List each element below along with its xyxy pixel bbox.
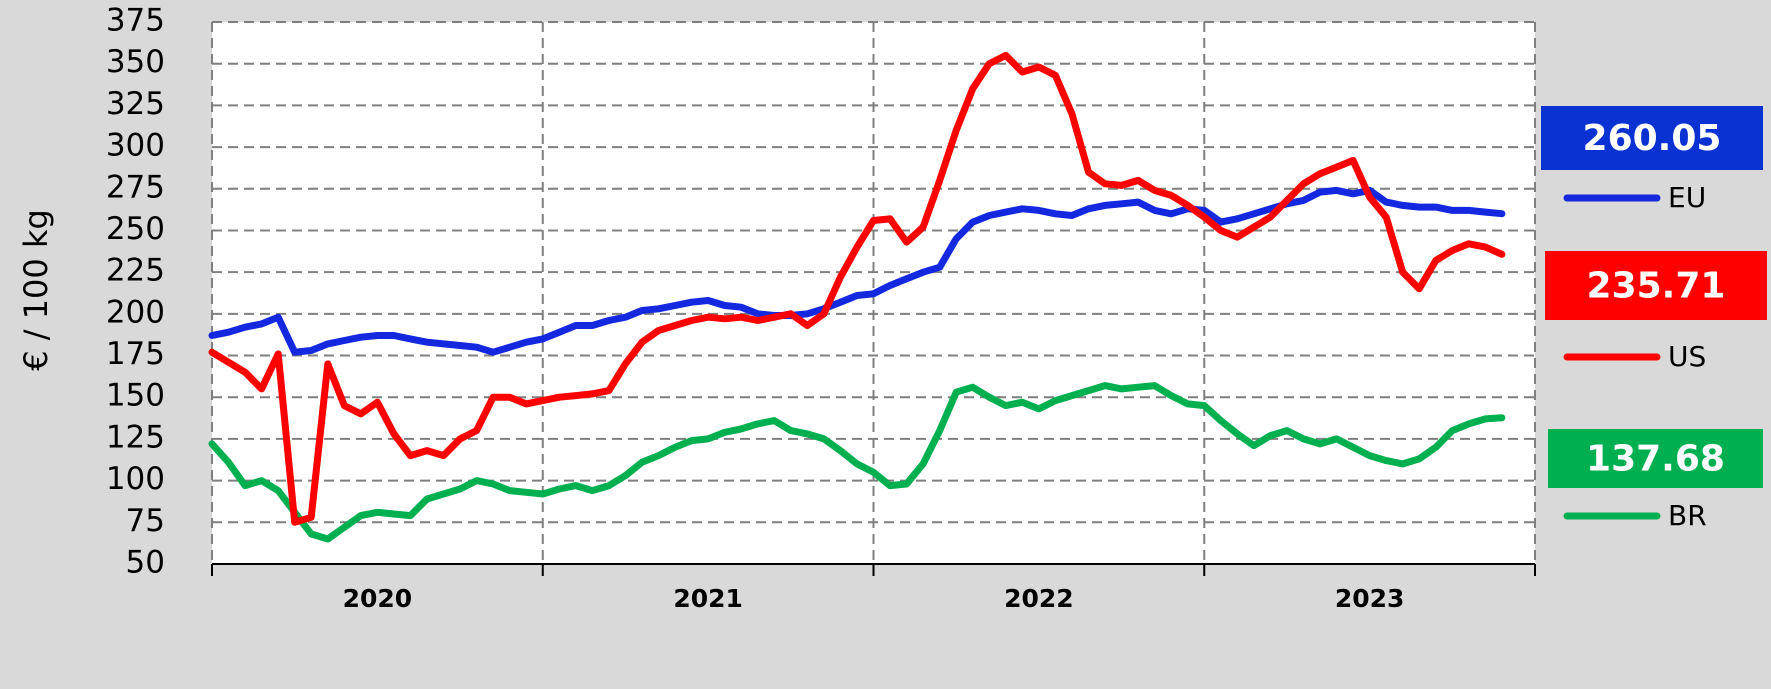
value-box [1545, 251, 1767, 320]
y-tick-label: 200 [106, 294, 165, 330]
series-line [208, 382, 1506, 543]
y-tick-label: 125 [106, 419, 165, 455]
y-tick-label: 300 [106, 128, 165, 164]
y-tick-label: 75 [126, 503, 165, 539]
y-tick-label: 275 [106, 169, 165, 205]
x-category-label: 2022 [1004, 584, 1074, 613]
y-tick-label: 350 [106, 44, 165, 80]
series-line [208, 51, 1506, 526]
legend-label: US [1668, 340, 1706, 373]
legend-label: EU [1668, 181, 1706, 214]
y-tick-label: 175 [106, 336, 165, 372]
x-category-label: 2023 [1335, 584, 1405, 613]
x-category-label: 2020 [343, 584, 413, 613]
y-tick-label: 150 [106, 378, 165, 414]
y-axis-label: € / 100 kg [17, 209, 55, 371]
value-box [1548, 429, 1763, 488]
y-tick-label: 100 [106, 461, 165, 497]
y-tick-label: 50 [126, 545, 165, 581]
x-category-label: 2021 [673, 584, 743, 613]
value-box [1541, 106, 1763, 170]
value-box-label: 137.68 [1586, 439, 1725, 480]
legend-label: BR [1668, 499, 1707, 532]
value-box-label: 235.71 [1587, 266, 1726, 307]
y-tick-label: 250 [106, 211, 165, 247]
y-tick-label: 225 [106, 253, 165, 289]
y-tick-label: 325 [106, 86, 165, 122]
y-tick-label: 375 [106, 3, 165, 39]
value-box-label: 260.05 [1583, 118, 1722, 159]
